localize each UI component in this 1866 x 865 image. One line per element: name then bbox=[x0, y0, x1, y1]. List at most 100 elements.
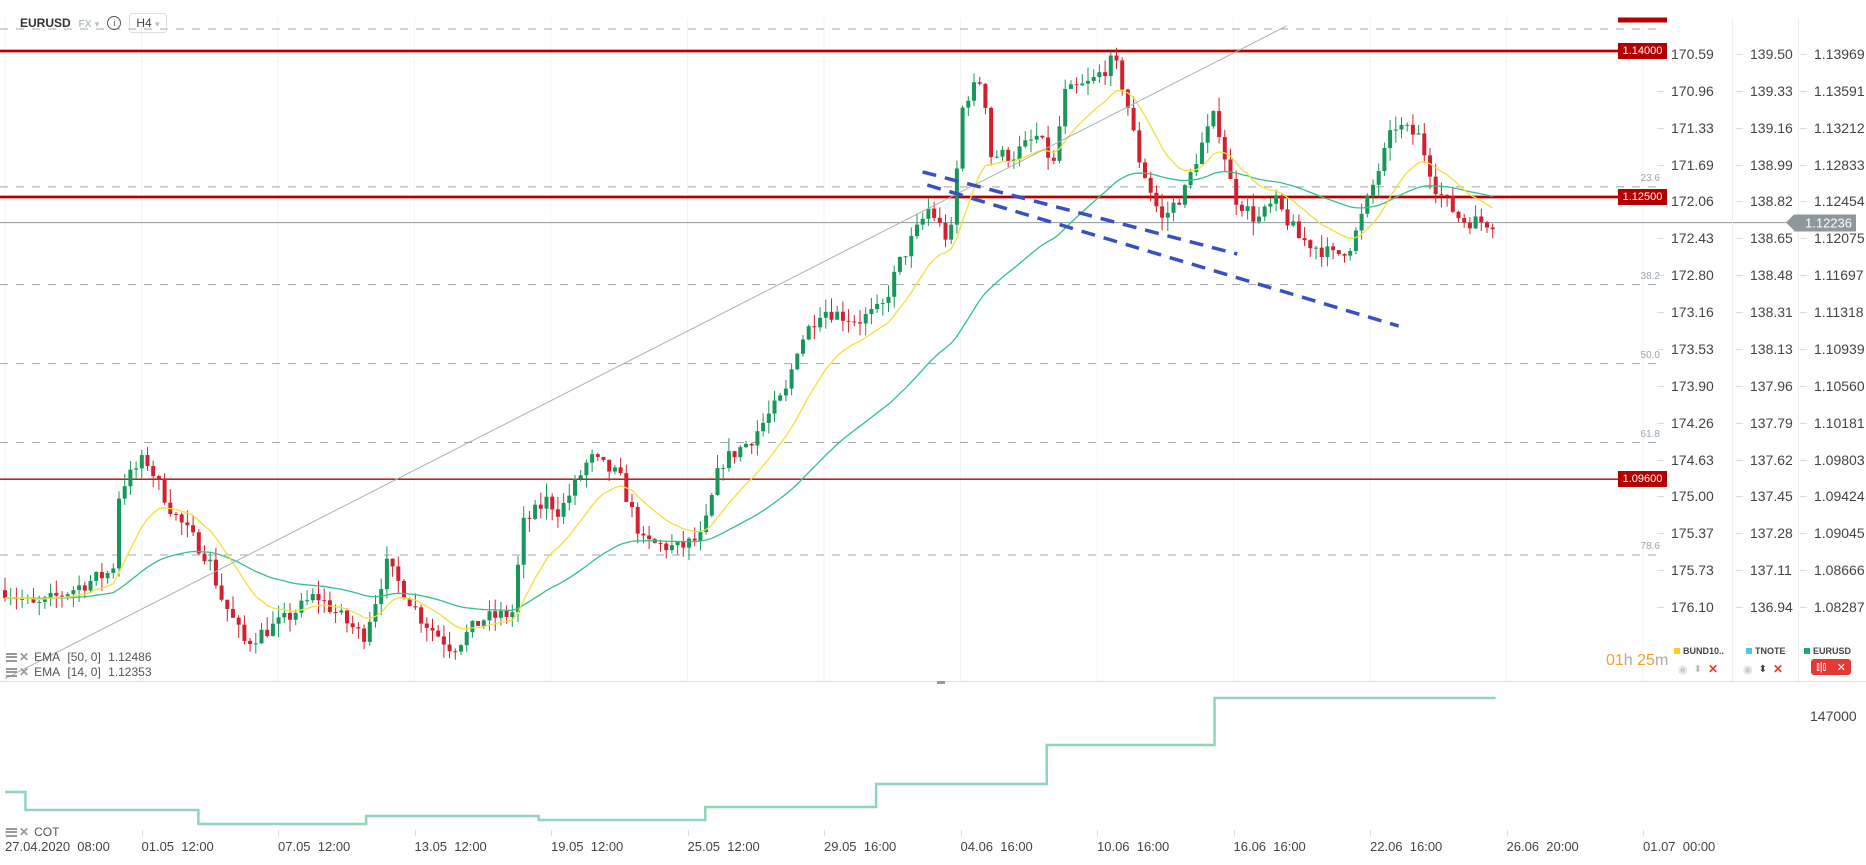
pane-divider[interactable] bbox=[0, 681, 1866, 682]
close-icon[interactable]: ✕ bbox=[19, 650, 30, 664]
candle[interactable] bbox=[1006, 147, 1011, 167]
candle[interactable] bbox=[840, 301, 845, 332]
candle[interactable] bbox=[1040, 135, 1045, 139]
candle[interactable] bbox=[732, 450, 737, 464]
candle[interactable] bbox=[253, 632, 258, 654]
candle[interactable] bbox=[276, 605, 281, 638]
candle[interactable] bbox=[1251, 193, 1256, 236]
candle[interactable] bbox=[521, 506, 526, 579]
candle[interactable] bbox=[236, 615, 241, 638]
candle[interactable] bbox=[869, 297, 874, 325]
trendline-dashed[interactable] bbox=[926, 183, 1400, 328]
market-selector[interactable]: FX ▾ bbox=[79, 16, 100, 30]
candle[interactable] bbox=[396, 556, 401, 594]
candle[interactable] bbox=[909, 227, 914, 268]
candle[interactable] bbox=[1450, 186, 1455, 214]
candle[interactable] bbox=[1473, 205, 1478, 230]
candle[interactable] bbox=[949, 216, 954, 244]
candle[interactable] bbox=[1074, 77, 1079, 94]
timeframe-selector[interactable]: H4 ▾ bbox=[129, 13, 167, 33]
candle[interactable] bbox=[846, 309, 851, 333]
eurusd-chart-type-button[interactable]: ⫾|⫾ ✕ bbox=[1811, 659, 1851, 675]
eye-icon[interactable]: ◉ bbox=[1743, 663, 1753, 676]
candle[interactable] bbox=[441, 625, 446, 658]
candle[interactable] bbox=[94, 571, 99, 586]
candle[interactable] bbox=[1211, 110, 1216, 129]
candle[interactable] bbox=[1023, 130, 1028, 149]
candle[interactable] bbox=[829, 298, 834, 323]
candle[interactable] bbox=[858, 310, 862, 336]
candle[interactable] bbox=[60, 591, 64, 608]
candle[interactable] bbox=[1239, 200, 1244, 217]
candle[interactable] bbox=[65, 592, 70, 601]
candle[interactable] bbox=[1222, 129, 1227, 171]
candle[interactable] bbox=[1462, 213, 1467, 228]
candle[interactable] bbox=[345, 608, 349, 633]
candle[interactable] bbox=[555, 496, 560, 528]
candle[interactable] bbox=[692, 527, 697, 547]
candle[interactable] bbox=[82, 581, 87, 599]
ema14-line[interactable] bbox=[4, 89, 1494, 630]
candle[interactable] bbox=[681, 530, 686, 557]
candle[interactable] bbox=[1319, 235, 1324, 267]
candle[interactable] bbox=[305, 590, 310, 606]
candle[interactable] bbox=[1165, 201, 1170, 231]
candle[interactable] bbox=[1228, 148, 1233, 180]
candle[interactable] bbox=[248, 638, 253, 652]
candle[interactable] bbox=[122, 473, 127, 505]
candle[interactable] bbox=[151, 460, 156, 487]
candle[interactable] bbox=[179, 512, 184, 535]
candle[interactable] bbox=[989, 106, 994, 166]
candle[interactable] bbox=[459, 644, 463, 656]
candle[interactable] bbox=[812, 314, 817, 340]
candle[interactable] bbox=[145, 447, 150, 471]
candle[interactable] bbox=[1274, 189, 1279, 212]
candle[interactable] bbox=[99, 562, 104, 591]
candle[interactable] bbox=[430, 618, 435, 642]
candle[interactable] bbox=[282, 602, 287, 624]
candle[interactable] bbox=[550, 493, 555, 521]
candle[interactable] bbox=[618, 457, 623, 476]
candle[interactable] bbox=[196, 528, 201, 555]
candle[interactable] bbox=[1143, 158, 1147, 179]
candle[interactable] bbox=[1388, 120, 1393, 161]
candle[interactable] bbox=[1148, 171, 1153, 202]
candle[interactable] bbox=[647, 525, 652, 550]
candle[interactable] bbox=[766, 400, 771, 434]
candle[interactable] bbox=[755, 420, 760, 456]
candle[interactable] bbox=[601, 456, 606, 462]
candle[interactable] bbox=[1103, 60, 1108, 85]
candle[interactable] bbox=[573, 475, 577, 505]
candle[interactable] bbox=[761, 413, 766, 437]
candle[interactable] bbox=[1353, 227, 1358, 255]
candle[interactable] bbox=[1194, 153, 1199, 177]
candle[interactable] bbox=[607, 459, 612, 482]
candle[interactable] bbox=[960, 105, 965, 172]
candle[interactable] bbox=[669, 534, 674, 554]
candle[interactable] bbox=[538, 492, 543, 519]
candle[interactable] bbox=[892, 265, 897, 308]
candle[interactable] bbox=[863, 307, 868, 336]
candle[interactable] bbox=[624, 464, 629, 503]
candle[interactable] bbox=[903, 255, 908, 265]
candle[interactable] bbox=[139, 449, 144, 479]
candle[interactable] bbox=[117, 491, 121, 577]
candle[interactable] bbox=[1285, 197, 1290, 231]
candle[interactable] bbox=[726, 438, 731, 472]
candle[interactable] bbox=[436, 624, 441, 638]
candle[interactable] bbox=[419, 604, 424, 633]
candle[interactable] bbox=[749, 442, 754, 455]
candle[interactable] bbox=[1137, 122, 1142, 169]
candle[interactable] bbox=[1336, 250, 1341, 256]
candle[interactable] bbox=[447, 631, 452, 659]
candle[interactable] bbox=[1108, 51, 1113, 87]
candle[interactable] bbox=[1325, 237, 1330, 267]
candle[interactable] bbox=[1314, 245, 1318, 260]
candle[interactable] bbox=[1068, 80, 1073, 90]
candle[interactable] bbox=[966, 96, 971, 117]
candle[interactable] bbox=[715, 454, 720, 496]
candle[interactable] bbox=[259, 623, 264, 644]
candle[interactable] bbox=[1000, 146, 1005, 161]
candle[interactable] bbox=[208, 553, 213, 571]
candle[interactable] bbox=[1057, 115, 1062, 164]
